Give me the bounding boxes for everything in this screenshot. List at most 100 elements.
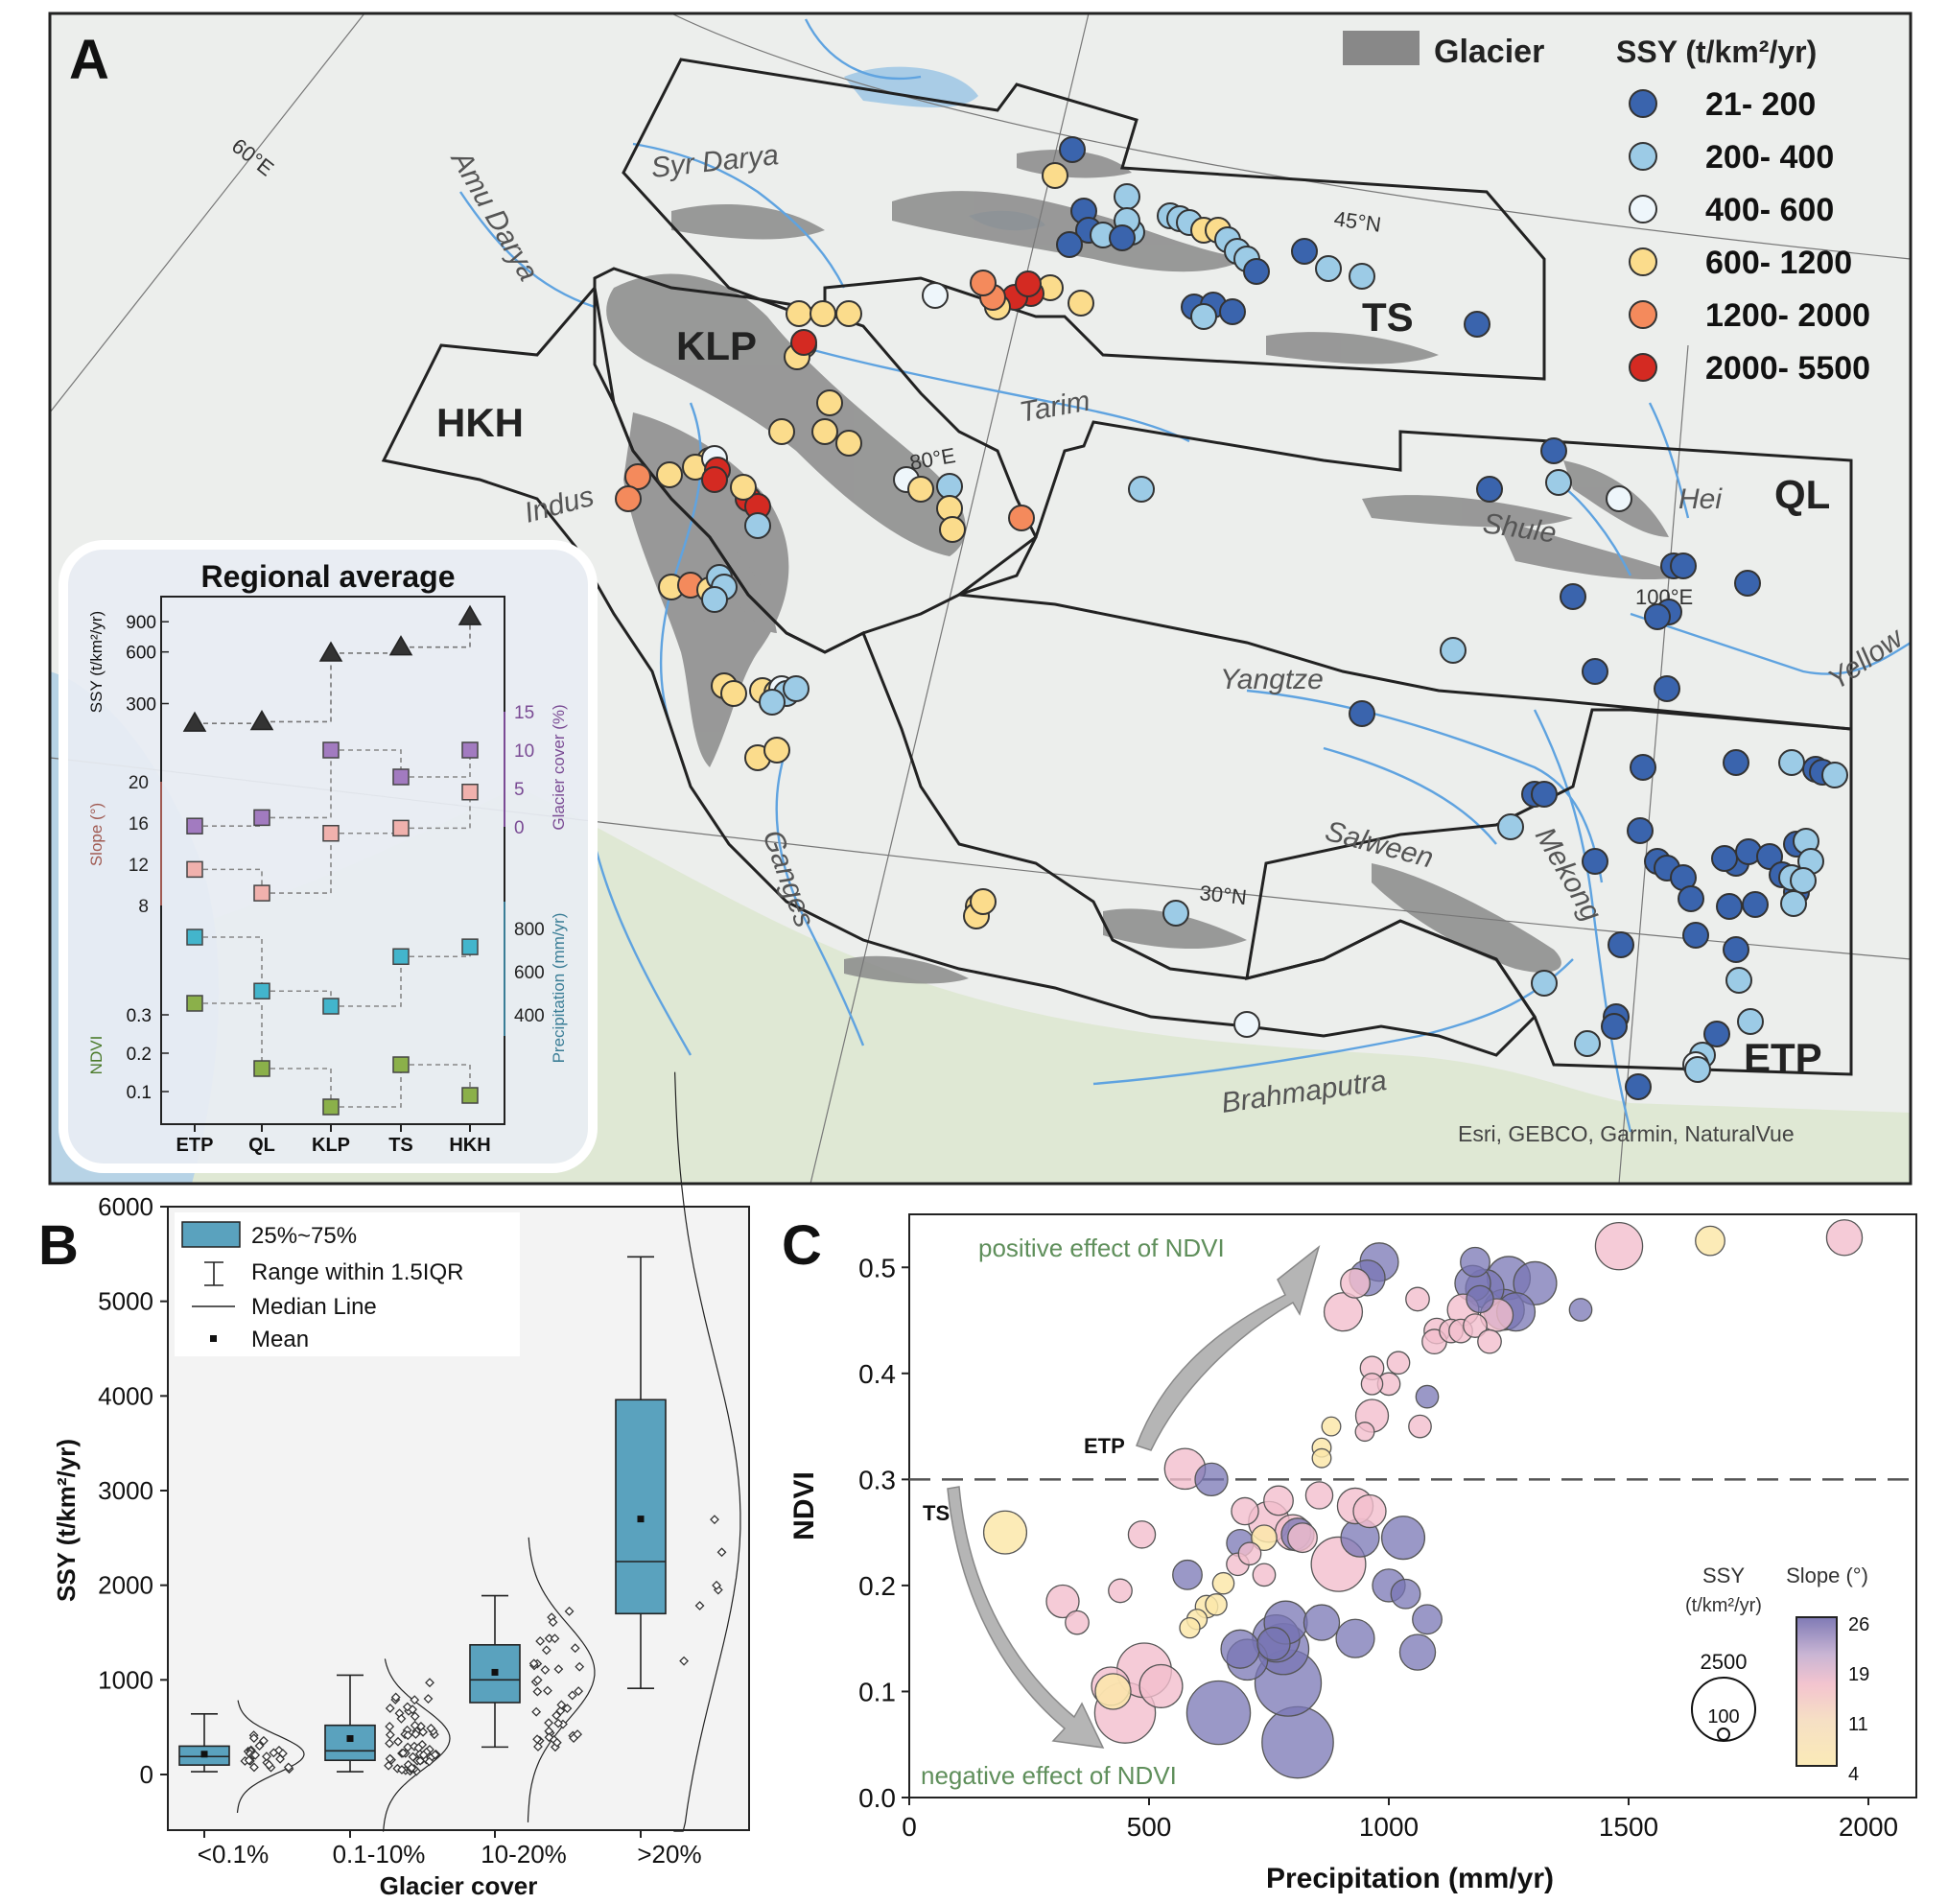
scatter-point [1352,1493,1387,1529]
data-point [254,1741,265,1751]
distribution-curve [673,1071,741,1832]
data-point [415,1755,426,1766]
inset-ssy-connector [262,652,332,723]
station-point [1737,1008,1764,1035]
station-point [1756,843,1783,870]
scatter-point [1287,1522,1318,1554]
color-legend-tick-label: 26 [1848,1614,1869,1635]
inset-category-label: KLP [312,1135,350,1156]
data-point [385,1753,395,1764]
legend-label: 400- 600 [1705,192,1834,228]
data-point [250,1750,261,1760]
station-point [1497,813,1524,840]
station-point [1582,658,1608,685]
attribution: Esri, GEBCO, Garmin, NaturalVue [1458,1121,1795,1146]
scatter-point [1311,1447,1332,1469]
region-label-klp: KLP [676,323,757,368]
station-point [1008,505,1035,531]
scatter-point [1138,1663,1184,1708]
size-legend-value: 2500 [1701,1650,1748,1674]
station-point [1464,311,1490,338]
panel-b: B 0 1000 2000 3000 4000 5000 6000 <0.1% 0.1-10% 1… [38,1071,750,1900]
data-point [264,1760,274,1770]
data-point [384,1760,393,1771]
scatter-point [1466,1284,1494,1314]
inset-glacier-marker [322,741,340,759]
scatter-point [1405,1286,1430,1312]
station-point [835,430,862,457]
inset-glacier-connector [401,750,471,778]
station-point [1128,476,1155,503]
scatter-point [1179,1616,1201,1639]
data-point [393,1736,403,1747]
panel-letter-a: A [69,29,109,91]
legend-label: 21- 200 [1705,86,1816,123]
inset-ndvi-connector [401,1064,471,1095]
legend-label: 200- 400 [1705,139,1834,176]
legend-marker [1629,195,1657,223]
positive-effect-arrow [1136,1244,1321,1451]
data-point [548,1617,558,1628]
legend-label: 1200- 2000 [1705,297,1870,334]
inset-ndvi-connector [262,1068,332,1107]
panel-c-xtick-label: 500 [1127,1812,1172,1842]
station-point [786,300,812,327]
inset-slope-tick-label: 8 [138,897,149,917]
inset-ssy-marker [249,709,274,731]
scatter-point [1360,1373,1384,1396]
station-point [939,516,966,543]
data-point [426,1723,436,1733]
panel-c-ytick-label: 0.2 [858,1571,896,1601]
station-point [701,466,728,493]
inset-ssy-marker [458,604,482,625]
station-point [1574,1030,1601,1057]
distribution-curve [236,1700,305,1813]
station-point [624,463,651,490]
panel-c-xtick-label: 1000 [1359,1812,1419,1842]
inset-glacier-connector [262,750,332,819]
scatter-point [1251,1524,1278,1552]
inset-ndvi-axis-label: NDVI [87,1036,106,1075]
inset-category-label: HKH [449,1135,490,1156]
scatter-point [1513,1260,1558,1305]
inset-precip-marker [186,928,203,946]
data-point [712,1580,721,1590]
data-point [532,1686,543,1697]
inset-slope-axis-label: Slope (°) [87,803,106,866]
data-point [575,1661,585,1672]
station-point [1560,583,1586,610]
scatter-point [1335,1618,1375,1658]
inset-precip-tick-label: 800 [514,920,545,940]
scatter-point [1185,1680,1252,1746]
inset-category-label: ETP [176,1135,214,1156]
scatter-point [1127,1520,1157,1549]
panel-c-xlabel: Precipitation (mm/yr) [1266,1863,1554,1894]
station-point [1190,303,1217,330]
river-label: Hei [1678,483,1723,515]
station-point [1742,891,1769,918]
ql-outline [955,420,1853,731]
distribution-curve [527,1537,596,1822]
scatter-point [1412,1604,1443,1635]
station-point [922,282,949,309]
inset-glacier-marker [461,741,479,759]
data-point [385,1738,394,1749]
map-legend: Glacier SSY (t/km²/yr) 21- 200 200- 400 40… [1343,31,1870,387]
ssy-legend-title: SSY (t/km²/yr) [1616,35,1817,69]
scatter-point [1094,1673,1132,1710]
inset-slope-connector [262,833,332,894]
scatter-point [1695,1225,1725,1257]
inset-glacier-connector [331,749,402,777]
scatter-point [1205,1593,1228,1616]
panel-c-ytick-label: 0.0 [858,1783,896,1813]
inset-title: Regional average [201,559,456,594]
river-label: Yangtze [1220,664,1324,695]
size-legend-value: 100 [1707,1706,1739,1728]
inset-ssy-tick-label: 300 [126,695,156,716]
station-point [1684,1056,1711,1083]
inset-ndvi-tick-label: 0.3 [127,1006,152,1026]
region-label-hkh: HKH [436,400,524,445]
panel-b-xtick-label: 10-20% [481,1840,567,1869]
inset-ndvi-tick-label: 0.2 [127,1045,152,1065]
station-point [768,418,795,445]
